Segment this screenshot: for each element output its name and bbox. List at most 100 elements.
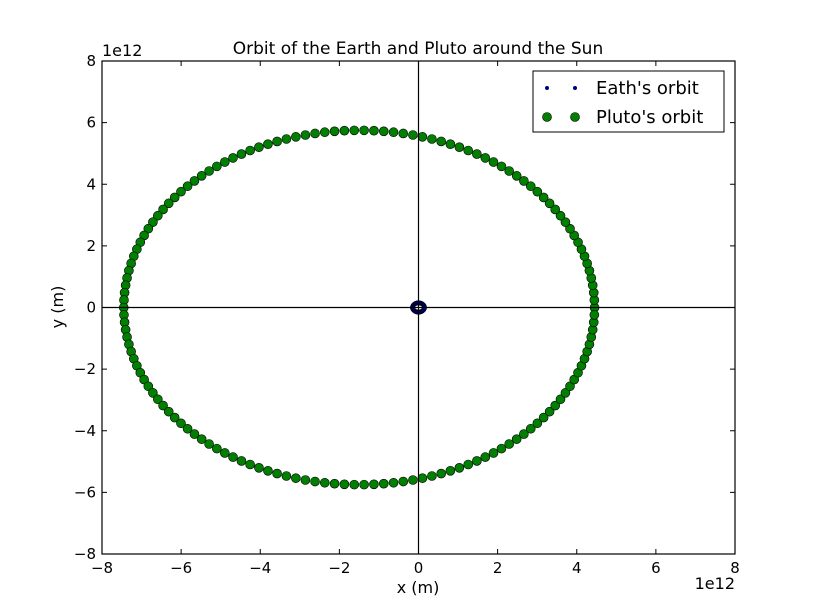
x-tick-label: 2 (493, 559, 503, 577)
pluto-orbit-point (319, 127, 330, 138)
pluto-orbit-point (310, 128, 320, 139)
pluto-orbit-point (472, 149, 482, 159)
pluto-orbit-point (525, 181, 536, 192)
pluto-orbit-point (436, 136, 447, 147)
x-tick-label: −8 (91, 559, 113, 577)
pluto-orbit-point (339, 479, 350, 490)
pluto-orbit-point (163, 406, 174, 417)
x-offset-label: 1e12 (695, 574, 735, 593)
pluto-orbit-point (427, 471, 437, 481)
pluto-orbit-point (511, 434, 522, 444)
pluto-orbit-point (204, 166, 214, 176)
pluto-orbit-point (463, 145, 474, 156)
pluto-orbit-point (398, 476, 409, 487)
pluto-orbit-point (220, 448, 230, 458)
pluto-orbit-point (163, 198, 174, 209)
pluto-orbit-point (220, 157, 230, 167)
pluto-orbit-point (158, 204, 168, 215)
pluto-orbit-point (272, 136, 282, 147)
x-tick-label: 4 (572, 559, 582, 577)
pluto-orbit-point (359, 479, 369, 490)
x-tick-label: 0 (414, 559, 424, 577)
pluto-orbit-point (148, 217, 158, 227)
pluto-orbit-point (176, 418, 186, 429)
pluto-orbit-point (196, 434, 207, 444)
pluto-orbit-point (245, 459, 255, 470)
pluto-orbit-point (417, 473, 428, 483)
legend-box (532, 70, 725, 133)
pluto-orbit-point (445, 139, 456, 149)
pluto-orbit-point (472, 456, 482, 466)
legend-earth-marker-2 (573, 86, 577, 90)
pluto-orbit-point (378, 126, 389, 137)
pluto-orbit-point (488, 448, 499, 458)
y-tick-label: −4 (74, 422, 96, 440)
y-tick-label: 0 (86, 299, 96, 317)
legend-pluto-marker-2 (570, 112, 580, 122)
legend-earth-marker-1 (545, 86, 549, 90)
pluto-orbit-point (408, 475, 418, 485)
pluto-orbit-point (272, 468, 282, 479)
pluto-orbit-point (254, 463, 264, 473)
pluto-orbit-point (300, 475, 311, 485)
pluto-orbit-point (532, 418, 543, 429)
y-axis-label: y (m) (48, 286, 67, 329)
pluto-orbit-point (300, 130, 311, 140)
pluto-orbit-point (388, 477, 399, 488)
y-tick-label: 4 (86, 175, 96, 193)
pluto-orbit-point (310, 476, 320, 487)
pluto-orbit-point (555, 394, 566, 405)
pluto-orbit-point (329, 478, 340, 489)
y-offset-label: 1e12 (102, 41, 142, 60)
y-tick-label: −2 (74, 360, 96, 378)
chart-title: Orbit of the Earth and Pluto around the … (233, 39, 603, 59)
pluto-orbit-point (436, 468, 447, 479)
pluto-orbit-point (369, 125, 379, 136)
pluto-orbit-point (511, 171, 522, 181)
pluto-orbit-point (488, 157, 499, 167)
pluto-orbit-point (182, 181, 193, 192)
pluto-orbit-point (525, 423, 536, 434)
pluto-orbit-point (538, 412, 549, 423)
pluto-orbit-point (589, 310, 600, 320)
pluto-orbit-point (158, 400, 168, 411)
pluto-orbit-point (143, 381, 154, 392)
legend-earth-label: Eath's orbit (596, 78, 699, 99)
pluto-orbit-point (454, 463, 465, 473)
pluto-orbit-point (349, 479, 360, 490)
pluto-orbit-point (519, 429, 529, 439)
pluto-orbit-point (291, 473, 301, 483)
pluto-orbit-point (359, 125, 369, 136)
pluto-orbit-point (463, 459, 474, 470)
pluto-orbit-point (349, 125, 360, 136)
pluto-orbit-point (454, 142, 465, 152)
pluto-orbit-point (544, 406, 555, 417)
pluto-orbit-point (408, 130, 418, 140)
pluto-orbit-point (538, 192, 549, 203)
pluto-orbit-point (228, 153, 238, 163)
y-tick-label: −8 (74, 545, 96, 563)
pluto-orbit-point (544, 198, 555, 209)
plot-area (101, 60, 736, 555)
pluto-orbit-point (560, 388, 571, 398)
pluto-orbit-point (291, 132, 301, 142)
pluto-orbit-point (496, 161, 507, 172)
pluto-orbit-point (388, 127, 399, 138)
y-tick-label: 2 (86, 237, 96, 255)
legend-pluto-label: Pluto's orbit (596, 107, 703, 128)
pluto-orbit-point (550, 400, 561, 411)
pluto-orbit-point (189, 429, 200, 439)
x-tick-label: 8 (730, 559, 740, 577)
pluto-orbit-point (427, 134, 437, 144)
pluto-orbit-point (254, 142, 264, 152)
pluto-orbit-point (560, 217, 571, 227)
pluto-orbit-point (480, 452, 491, 462)
axis-ticks: −8 −6 −4 −2 0 2 4 6 8 −8 −6 −4 −2 0 2 4 6 8 (74, 52, 740, 577)
pluto-orbit-point (281, 134, 292, 144)
pluto-orbit-point (417, 132, 428, 142)
pluto-orbit-point (445, 466, 456, 476)
pluto-orbit-point (369, 479, 379, 490)
pluto-orbit-point (153, 210, 163, 221)
x-tick-label: 6 (651, 559, 661, 577)
